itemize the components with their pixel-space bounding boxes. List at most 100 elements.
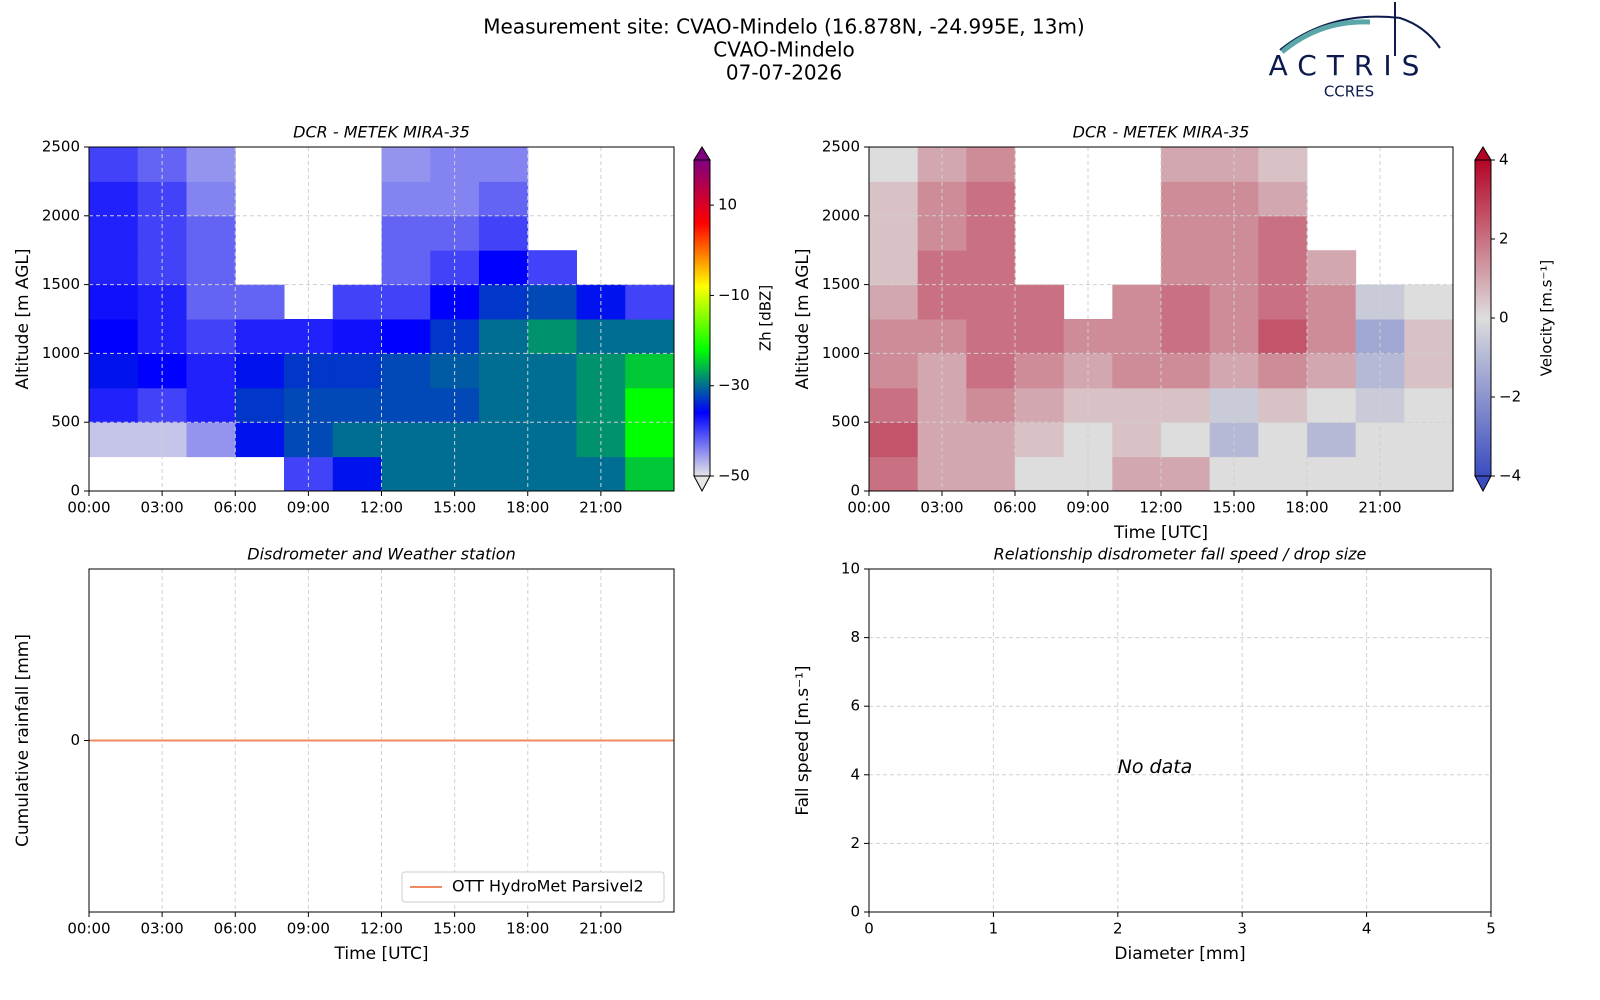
heatmap-cell — [1404, 284, 1453, 320]
heatmap-cell — [1258, 147, 1308, 182]
x-axis-label: Diameter [mm] — [1114, 944, 1245, 964]
heatmap-cell — [1404, 422, 1453, 458]
x-tick-label: 21:00 — [1358, 499, 1401, 517]
heatmap-cell — [89, 353, 139, 389]
heatmap-cell — [332, 284, 382, 320]
x-tick-label: 06:00 — [993, 499, 1036, 517]
heatmap-cell — [869, 387, 919, 423]
y-axis-label: Altitude [m AGL] — [13, 248, 33, 389]
x-tick-label: 12:00 — [360, 499, 403, 517]
colorbar-tick-label: −30 — [718, 376, 750, 394]
y-axis-label: Cumulative rainfall [mm] — [13, 634, 33, 847]
heatmap-cell — [1307, 284, 1357, 320]
colorbar — [694, 160, 710, 476]
colorbar-label: Velocity [m.s⁻¹] — [1538, 260, 1556, 376]
heatmap-cell — [381, 353, 431, 389]
colorbar — [1475, 160, 1491, 476]
heatmap-cell — [966, 422, 1016, 458]
heatmap-cell — [966, 181, 1016, 217]
x-tick-label: 00:00 — [67, 920, 110, 938]
heatmap-cell — [1307, 250, 1357, 286]
heatmap-cell — [1307, 387, 1357, 423]
x-tick-label: 0 — [864, 920, 874, 938]
heatmap-cell — [527, 456, 577, 491]
heatmap-cell — [527, 319, 577, 354]
x-tick-label: 09:00 — [1066, 499, 1109, 517]
y-tick-label: 2000 — [822, 206, 860, 224]
y-tick-label: 2500 — [42, 138, 80, 156]
colorbar-label: Zh [dBZ] — [757, 285, 775, 351]
x-tick-label: 06:00 — [214, 920, 257, 938]
logo-subtext: CCRES — [1324, 83, 1374, 101]
heatmap-cell — [1015, 387, 1065, 423]
y-tick-label: 1000 — [42, 344, 80, 362]
x-tick-label: 4 — [1362, 920, 1372, 938]
heatmap-cell — [332, 319, 382, 354]
heatmap-cell — [1015, 319, 1065, 354]
x-tick-label: 15:00 — [433, 499, 476, 517]
heatmap-cell — [186, 387, 236, 423]
colorbar-extend — [693, 475, 711, 493]
y-tick-label: 1500 — [42, 275, 80, 293]
colorbar-tick-label: 4 — [1499, 151, 1509, 169]
heatmap-cell — [1161, 353, 1211, 389]
heatmap-cell — [869, 147, 919, 182]
heatmap-cell — [235, 353, 285, 389]
colorbar-extend — [693, 146, 711, 161]
heatmap-cell — [1307, 353, 1357, 389]
heatmap-cell — [381, 250, 431, 286]
heatmap-cell — [1307, 422, 1357, 458]
plot-area — [869, 147, 1453, 491]
heatmap-cell — [235, 319, 285, 354]
chart-title: DCR - METEK MIRA-35 — [1073, 123, 1250, 142]
heatmap-cell — [479, 387, 529, 423]
x-tick-label: 03:00 — [141, 920, 184, 938]
heatmap-cell — [966, 147, 1016, 182]
legend-label: OTT HydroMet Parsivel2 — [452, 877, 644, 896]
heatmap-cell — [332, 387, 382, 423]
x-tick-label: 18:00 — [506, 920, 549, 938]
logo-text: ACTRIS — [1269, 49, 1430, 82]
heatmap-cell — [332, 456, 382, 491]
heatmap-cell — [186, 319, 236, 354]
heatmap-cell — [1161, 387, 1211, 423]
heatmap-cell — [89, 147, 139, 182]
heatmap-cell — [1015, 422, 1065, 458]
y-tick-label: 10 — [841, 560, 860, 578]
heatmap-cell — [381, 181, 431, 217]
y-tick-label: 6 — [850, 697, 860, 715]
heatmap-cell — [381, 284, 431, 320]
chart-title: DCR - METEK MIRA-35 — [293, 123, 470, 142]
heatmap-cell — [186, 353, 236, 389]
heatmap-cell — [186, 250, 236, 286]
x-tick-label: 1 — [989, 920, 999, 938]
heatmap-cell — [869, 353, 919, 389]
heatmap-cell — [89, 250, 139, 286]
heatmap-cell — [1258, 250, 1308, 286]
heatmap-cell — [235, 422, 285, 458]
heatmap-cell — [1015, 456, 1065, 491]
plot-frame — [88, 146, 675, 492]
heatmap-cell — [966, 215, 1016, 251]
x-axis-label: Time [UTC] — [1113, 523, 1208, 543]
y-tick-label: 1500 — [822, 275, 860, 293]
heatmap-cell — [89, 319, 139, 354]
heatmap-cell — [479, 215, 529, 251]
heatmap-cell — [89, 215, 139, 251]
heatmap-cell — [966, 250, 1016, 286]
heatmap-cell — [235, 387, 285, 423]
x-tick-label: 18:00 — [1285, 499, 1328, 517]
heatmap-cell — [1404, 319, 1453, 354]
heatmap-cell — [479, 456, 529, 491]
y-tick-label: 1000 — [822, 344, 860, 362]
annotation: No data — [1118, 756, 1193, 778]
logo-arc — [1280, 19, 1371, 54]
y-tick-label: 4 — [850, 765, 860, 783]
y-tick-label: 2500 — [822, 138, 860, 156]
x-tick-label: 09:00 — [287, 920, 330, 938]
heatmap-cell — [527, 250, 577, 286]
heatmap-cell — [527, 353, 577, 389]
heatmap-cell — [527, 284, 577, 320]
heatmap-cell — [527, 422, 577, 458]
